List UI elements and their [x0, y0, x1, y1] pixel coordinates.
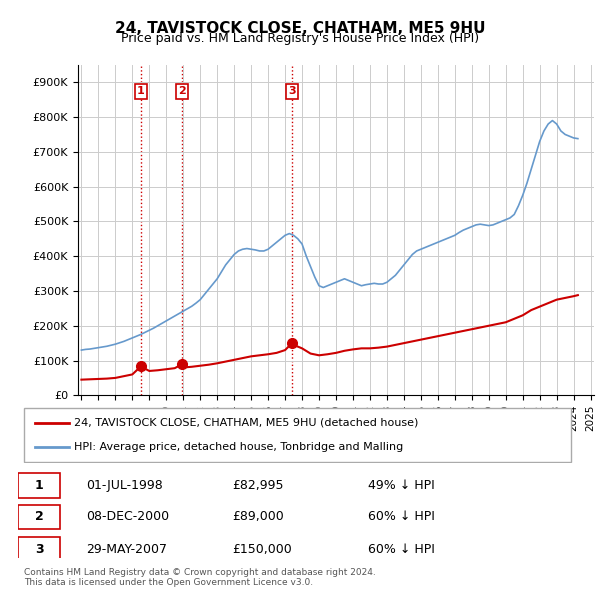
- Text: 1: 1: [137, 86, 145, 96]
- Text: 60% ↓ HPI: 60% ↓ HPI: [368, 510, 434, 523]
- Text: HPI: Average price, detached house, Tonbridge and Malling: HPI: Average price, detached house, Tonb…: [74, 442, 404, 453]
- Text: £89,000: £89,000: [232, 510, 284, 523]
- FancyBboxPatch shape: [18, 473, 60, 498]
- Text: This data is licensed under the Open Government Licence v3.0.: This data is licensed under the Open Gov…: [24, 578, 313, 587]
- Text: 49% ↓ HPI: 49% ↓ HPI: [368, 479, 434, 492]
- FancyBboxPatch shape: [18, 504, 60, 529]
- Text: 1: 1: [35, 479, 44, 492]
- Text: 60% ↓ HPI: 60% ↓ HPI: [368, 543, 434, 556]
- Text: 2: 2: [35, 510, 44, 523]
- Text: 08-DEC-2000: 08-DEC-2000: [86, 510, 169, 523]
- Text: 29-MAY-2007: 29-MAY-2007: [86, 543, 167, 556]
- FancyBboxPatch shape: [23, 408, 571, 462]
- Text: 3: 3: [288, 86, 296, 96]
- Text: £150,000: £150,000: [232, 543, 292, 556]
- Text: Price paid vs. HM Land Registry's House Price Index (HPI): Price paid vs. HM Land Registry's House …: [121, 32, 479, 45]
- Text: 3: 3: [35, 543, 44, 556]
- Text: 24, TAVISTOCK CLOSE, CHATHAM, ME5 9HU: 24, TAVISTOCK CLOSE, CHATHAM, ME5 9HU: [115, 21, 485, 35]
- Text: 2: 2: [178, 86, 186, 96]
- Text: 24, TAVISTOCK CLOSE, CHATHAM, ME5 9HU (detached house): 24, TAVISTOCK CLOSE, CHATHAM, ME5 9HU (d…: [74, 418, 419, 428]
- Text: 01-JUL-1998: 01-JUL-1998: [86, 479, 163, 492]
- Text: Contains HM Land Registry data © Crown copyright and database right 2024.: Contains HM Land Registry data © Crown c…: [24, 568, 376, 576]
- FancyBboxPatch shape: [18, 537, 60, 562]
- Text: £82,995: £82,995: [232, 479, 284, 492]
